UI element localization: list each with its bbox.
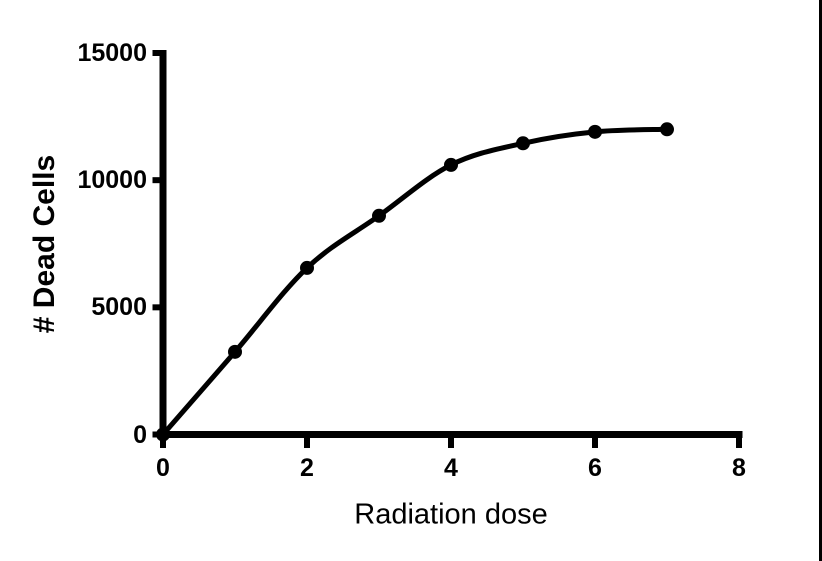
y-tick-label: 0: [133, 420, 147, 449]
data-point: [660, 122, 674, 137]
window-edge-line: [819, 0, 822, 561]
x-tick-label: 4: [444, 454, 458, 482]
x-tick-label: 0: [156, 454, 170, 482]
data-point: [300, 260, 314, 275]
data-point: [588, 124, 602, 139]
data-point: [228, 344, 242, 359]
fit-curve: [160, 126, 670, 437]
x-axis-title: Radiation dose: [354, 498, 548, 531]
data-point: [444, 157, 458, 172]
data-point: [516, 136, 530, 151]
data-point: [156, 427, 170, 442]
x-tick-label: 8: [732, 454, 746, 482]
data-point: [372, 208, 386, 223]
y-tick-label: 5000: [91, 293, 147, 322]
x-tick-label: 2: [300, 454, 314, 482]
y-tick-label: 15000: [77, 39, 147, 67]
y-tick-label: 10000: [77, 166, 147, 195]
x-tick-label: 6: [588, 454, 602, 482]
